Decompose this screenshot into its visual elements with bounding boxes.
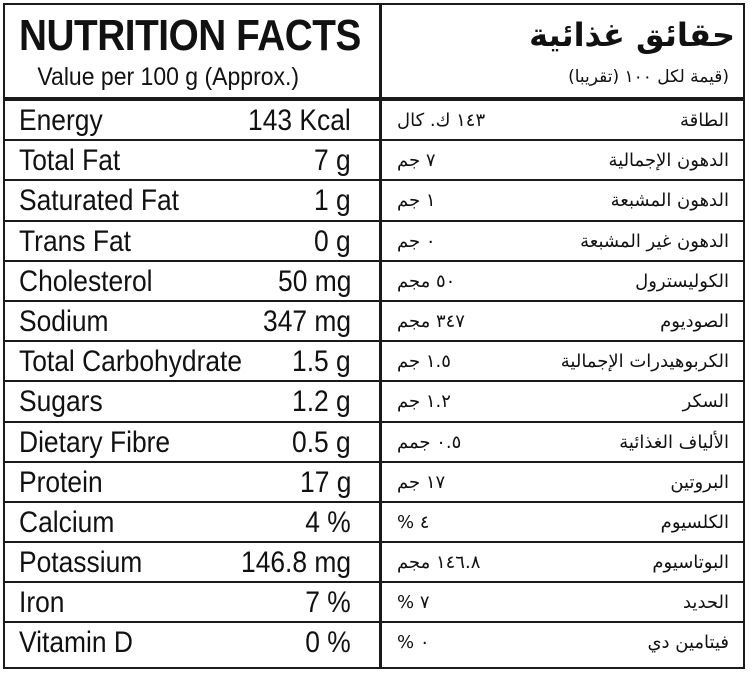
nutrient-row: Sugars 1.2 g ١.٢ جم السكر: [5, 382, 743, 423]
nutrient-value-english: 4 %: [305, 505, 351, 539]
nutrient-name-arabic: الدهون المشبعة: [610, 190, 729, 212]
nutrient-row: Cholesterol 50 mg ٥٠ مجم الكوليسترول: [5, 262, 743, 302]
nutrient-row: Iron 7 % ٧ % الحديد: [5, 583, 743, 624]
nutrient-value-arabic: ١ جم: [397, 190, 436, 212]
nutrient-name-english: Protein: [19, 465, 103, 499]
header-divider: [5, 97, 743, 101]
nutrient-name-english: Total Fat: [19, 144, 121, 178]
nutrient-value-english: 0 %: [305, 626, 351, 660]
title-arabic: حقائق غذائية: [529, 16, 735, 54]
nutrient-row: Saturated Fat 1 g ١ جم الدهون المشبعة: [5, 181, 743, 222]
nutrient-name-arabic: الكوليسترول: [635, 270, 729, 292]
nutrient-row: Sodium 347 mg ٣٤٧ مجم الصوديوم: [5, 302, 743, 343]
nutrient-name-arabic: الكربوهيدرات الإجمالية: [560, 351, 729, 373]
nutrient-value-english: 146.8 mg: [240, 546, 351, 580]
nutrient-value-english: 7 %: [305, 586, 351, 620]
nutrient-row: Protein 17 g ١٧ جم البروتين: [5, 463, 743, 503]
nutrient-name-english: Iron: [19, 586, 65, 620]
nutrient-row: Energy 143 Kcal ١٤٣ ك. كال الطاقة: [5, 101, 743, 142]
nutrient-name-english: Sugars: [19, 385, 103, 419]
nutrient-row: Calcium 4 % ٤ % الكلسيوم: [5, 503, 743, 544]
nutrient-value-arabic: ٠ %: [397, 632, 430, 654]
nutrient-value-arabic: ٠ جم: [397, 230, 436, 252]
nutrient-name-arabic: الألياف الغذائية: [619, 431, 729, 453]
nutrient-value-english: 0.5 g: [292, 425, 351, 459]
nutrient-name-english: Vitamin D: [19, 626, 133, 660]
nutrient-name-arabic: الدهون غير المشبعة: [580, 230, 729, 252]
nutrient-row: Potassium 146.8 mg ١٤٦.٨ مجم البوتاسيوم: [5, 543, 743, 584]
nutrient-name-english: Calcium: [19, 505, 115, 539]
nutrient-value-english: 143 Kcal: [248, 104, 351, 137]
nutrient-name-english: Cholesterol: [19, 264, 153, 298]
nutrient-row: Dietary Fibre 0.5 g ٠.٥ جمم الألياف الغذائي…: [5, 423, 743, 463]
title-english: NUTRITION FACTS: [19, 11, 361, 60]
nutrient-value-english: 17 g: [299, 465, 351, 499]
nutrient-value-arabic: ٠.٥ جمم: [397, 431, 462, 453]
nutrient-name-english: Potassium: [19, 546, 143, 580]
nutrient-name-arabic: البروتين: [670, 471, 729, 493]
nutrient-row: Total Carbohydrate 1.5 g ١.٥ جم الكربوهيدرا…: [5, 342, 743, 383]
nutrient-name-arabic: الحديد: [682, 592, 729, 614]
subtitle-english: Value per 100 g (Approx.): [37, 63, 300, 91]
nutrient-value-arabic: ٧ جم: [397, 150, 436, 172]
nutrient-name-arabic: الدهون الإجمالية: [608, 150, 729, 172]
nutrient-value-arabic: ١٧ جم: [397, 471, 446, 493]
nutrition-facts-label: NUTRITION FACTS Value per 100 g (Approx.…: [3, 3, 745, 669]
nutrient-name-arabic: البوتاسيوم: [652, 552, 729, 574]
nutrient-rows: Energy 143 Kcal ١٤٣ ك. كال الطاقة Total Fat 7…: [5, 101, 743, 664]
header-english: NUTRITION FACTS Value per 100 g (Approx.…: [19, 9, 375, 101]
nutrient-value-english: 1 g: [314, 184, 351, 218]
subtitle-arabic: (قيمة لكل ١٠٠ (تقريبا): [568, 67, 729, 87]
nutrient-name-english: Total Carbohydrate: [19, 345, 243, 379]
nutrient-value-english: 1.2 g: [292, 385, 351, 419]
nutrient-value-arabic: ٣٤٧ مجم: [397, 310, 465, 332]
nutrient-name-arabic: الصوديوم: [660, 310, 729, 332]
header-arabic: حقائق غذائية (قيمة لكل ١٠٠ (تقريبا): [389, 9, 735, 101]
nutrient-value-arabic: ٥٠ مجم: [397, 270, 456, 292]
nutrient-value-english: 1.5 g: [292, 345, 351, 379]
nutrient-name-english: Dietary Fibre: [19, 425, 171, 459]
nutrient-value-english: 7 g: [314, 144, 351, 178]
nutrient-name-arabic: الطاقة: [680, 110, 729, 131]
nutrient-value-english: 347 mg: [262, 304, 351, 338]
nutrient-value-english: 0 g: [314, 224, 351, 258]
nutrient-row: Trans Fat 0 g ٠ جم الدهون غير المشبعة: [5, 222, 743, 262]
nutrient-value-english: 50 mg: [277, 264, 351, 298]
nutrient-row: Total Fat 7 g ٧ جم الدهون الإجمالية: [5, 141, 743, 182]
nutrient-value-arabic: ١٤٣ ك. كال: [397, 110, 486, 131]
nutrient-name-arabic: السكر: [682, 391, 729, 413]
nutrient-value-arabic: ٤ %: [397, 511, 430, 533]
column-divider: [379, 5, 382, 667]
nutrient-row: Vitamin D 0 % ٠ % فيتامين دي: [5, 623, 743, 663]
nutrient-value-arabic: ٧ %: [397, 592, 430, 614]
nutrient-name-english: Energy: [19, 104, 103, 137]
nutrient-name-english: Sodium: [19, 304, 109, 338]
nutrient-name-arabic: الكلسيوم: [660, 511, 729, 533]
nutrient-value-arabic: ١.٥ جم: [397, 351, 451, 373]
nutrient-name-english: Saturated Fat: [19, 184, 179, 218]
nutrient-value-arabic: ١.٢ جم: [397, 391, 451, 413]
nutrient-name-arabic: فيتامين دي: [647, 632, 729, 654]
nutrient-name-english: Trans Fat: [19, 224, 131, 258]
nutrient-value-arabic: ١٤٦.٨ مجم: [397, 552, 481, 574]
